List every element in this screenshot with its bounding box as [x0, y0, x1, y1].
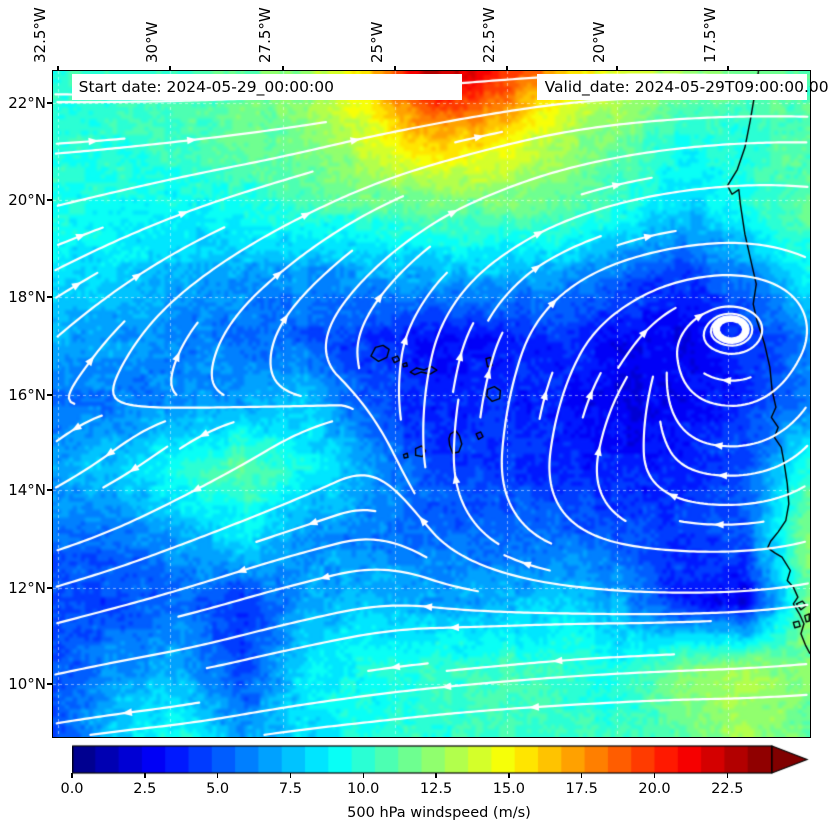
- colorbar: [72, 744, 814, 780]
- lon-tick-label: 27.5°W: [256, 7, 274, 63]
- colorbar-tick-mark: [726, 773, 728, 778]
- colorbar-tick-label: 12.5: [419, 781, 453, 797]
- lon-tick-mark: [282, 66, 284, 71]
- lat-tick-label: 20°N: [8, 191, 46, 209]
- colorbar-label: 500 hPa windspeed (m/s): [347, 805, 531, 821]
- lat-tick-mark: [47, 102, 52, 104]
- lat-tick-label: 14°N: [8, 481, 46, 499]
- colorbar-tick-mark: [289, 773, 292, 778]
- lon-tick-mark: [57, 66, 59, 71]
- map-plot-area: Start date: 2024-05-29_00:00:00 Valid_da…: [51, 69, 829, 738]
- colorbar-tick-label: 17.5: [565, 781, 598, 797]
- lon-tick-mark: [169, 66, 171, 71]
- colorbar-tick-mark: [508, 773, 510, 778]
- lat-tick-mark: [47, 199, 52, 201]
- colorbar-tick-mark: [144, 773, 146, 778]
- lon-tick-label: 22.5°W: [480, 7, 498, 63]
- lat-tick-mark: [47, 296, 52, 298]
- colorbar-tick-mark: [71, 773, 73, 778]
- lon-tick-mark: [616, 66, 618, 71]
- lat-tick-mark: [47, 683, 52, 685]
- colorbar-tick-mark: [435, 773, 437, 778]
- colorbar-tick-label: 10.0: [347, 781, 380, 797]
- colorbar-tick-label: 20.0: [638, 781, 671, 797]
- colorbar-tick-mark: [362, 773, 364, 778]
- lon-tick-label: 20°W: [590, 21, 608, 63]
- lon-tick-label: 32.5°W: [31, 7, 49, 63]
- lat-tick-mark: [47, 394, 52, 396]
- start-date-label: Start date: 2024-05-29_00:00:00: [71, 73, 462, 100]
- lat-tick-label: 18°N: [8, 288, 46, 306]
- colorbar-tick-label: 7.5: [278, 781, 302, 797]
- lon-tick-label: 17.5°W: [701, 7, 719, 63]
- colorbar-tick-mark: [217, 773, 219, 778]
- lat-tick-label: 12°N: [8, 579, 46, 597]
- valid-date-label: Valid_date: 2024-05-29T09:00:00.00: [536, 73, 829, 100]
- colorbar-tick-label: 0.0: [60, 781, 84, 797]
- colorbar-tick-label: 5.0: [206, 781, 230, 797]
- colorbar-tick-label: 15.0: [492, 781, 526, 797]
- lat-tick-label: 10°N: [8, 675, 46, 693]
- lon-tick-label: 30°W: [143, 21, 161, 63]
- lon-tick-label: 25°W: [368, 21, 386, 63]
- lat-tick-label: 22°N: [8, 94, 46, 112]
- windspeed-field-canvas: [52, 70, 810, 737]
- lat-tick-mark: [47, 489, 52, 491]
- lon-tick-mark: [727, 66, 729, 71]
- lon-tick-mark: [506, 66, 508, 71]
- colorbar-tick-mark: [581, 773, 583, 778]
- colorbar-tick-mark: [653, 773, 656, 778]
- colorbar-tick-label: 22.5: [711, 781, 744, 797]
- lat-tick-label: 16°N: [8, 386, 46, 404]
- lat-tick-mark: [47, 587, 52, 589]
- lon-tick-mark: [394, 66, 396, 71]
- colorbar-tick-label: 2.5: [133, 781, 157, 797]
